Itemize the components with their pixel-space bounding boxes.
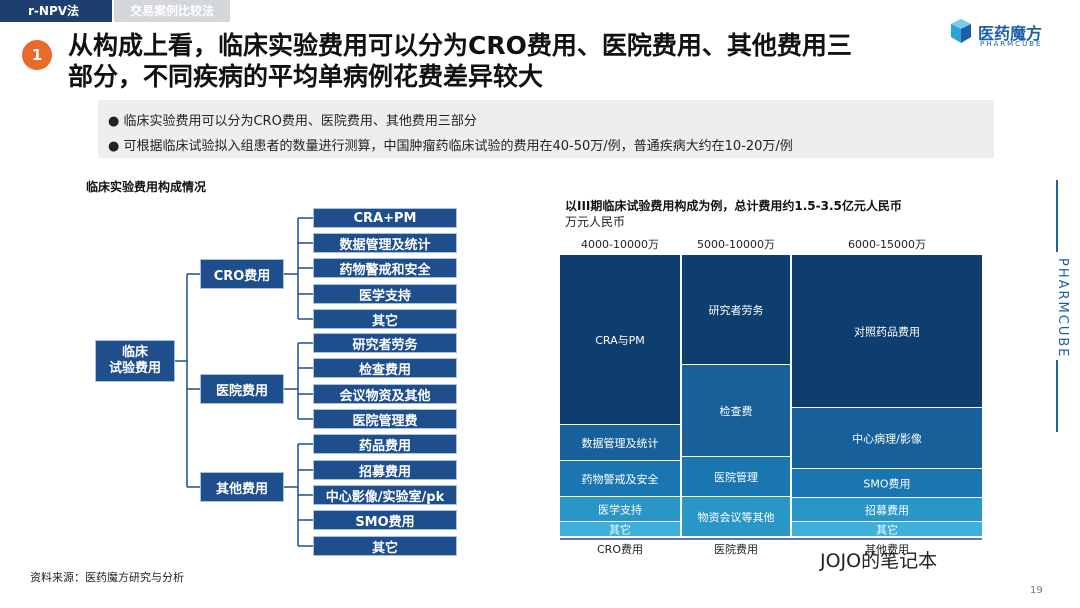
column-category-label: CRO费用	[597, 543, 643, 556]
tree-group-other: 其他费用	[200, 472, 284, 502]
page-title: 从构成上看，临床实验费用可以分为CRO费用、医院费用、其他费用三 部分，不同疾病…	[68, 31, 852, 91]
mosaic-segment	[682, 497, 790, 536]
segment-label: CRA与PM	[595, 334, 645, 347]
logo-subtext: PHARMCUBE	[980, 40, 1043, 48]
side-divider	[1056, 180, 1058, 252]
mosaic-segment	[560, 497, 680, 521]
segment-label: SMO费用	[863, 478, 910, 491]
segment-label: 药物警戒及安全	[582, 472, 659, 486]
tree-leaf: 其它	[313, 309, 457, 329]
segment-label: 医学支持	[598, 503, 642, 517]
chart-unit: 万元人民币	[565, 215, 626, 229]
mosaic-segment	[682, 365, 790, 456]
tree-leaf: 医院管理费	[313, 409, 457, 429]
tab-r-npv[interactable]: r-NPV法	[0, 0, 112, 22]
tree-leaf: 其它	[313, 536, 457, 556]
section-number-badge: 1	[22, 40, 52, 70]
mosaic-segment	[792, 498, 982, 521]
column-range-label: 4000-10000万	[581, 238, 659, 251]
segment-label: 招募费用	[865, 503, 909, 517]
segment-label: 检查费	[720, 404, 753, 418]
summary-panel: ● 临床实验费用可以分为CRO费用、医院费用、其他费用三部分 ● 可根据临床试验…	[98, 100, 994, 158]
segment-label: 其它	[609, 523, 631, 537]
tree-leaf: SMO费用	[313, 510, 457, 530]
tree-leaf: 药品费用	[313, 434, 457, 454]
mosaic-segment	[560, 425, 680, 460]
tree-leaf: 招募费用	[313, 460, 457, 480]
segment-label: 中心病理/影像	[852, 432, 922, 446]
segment-label: 数据管理及统计	[582, 436, 659, 450]
mosaic-segment	[560, 461, 680, 496]
tree-leaf: 检查费用	[313, 358, 457, 378]
side-brand: PHARMCUBE	[1055, 258, 1070, 359]
tree-leaf: 数据管理及统计	[313, 233, 457, 253]
mosaic-segment	[560, 522, 680, 536]
cube-icon	[951, 19, 971, 43]
tree-group-cro: CRO费用	[200, 259, 284, 289]
logo-text: 医药魔方	[978, 24, 1043, 43]
side-divider	[1056, 360, 1058, 432]
tree-root-node: 临床 试验费用	[95, 340, 175, 382]
tree-leaf: 药物警戒和安全	[313, 258, 457, 278]
segment-label: 其它	[876, 523, 898, 537]
bullet-item: ● 可根据临床试验拟入组患者的数量进行测算，中国肿瘤药临床试验的费用在40-50…	[108, 139, 793, 154]
source-note: 资料来源：医药魔方研究与分析	[30, 571, 184, 584]
mosaic-segment	[682, 255, 790, 364]
mosaic-segment	[792, 469, 982, 497]
tree-leaf: 中心影像/实验室/pk	[313, 485, 457, 505]
bullet-item: ● 临床实验费用可以分为CRO费用、医院费用、其他费用三部分	[108, 114, 477, 129]
tab-transaction-comparison[interactable]: 交易案例比较法	[114, 0, 230, 22]
tree-group-hospital: 医院费用	[200, 374, 284, 404]
mosaic-segment	[792, 255, 982, 407]
watermark: JOJO的笔记本	[820, 550, 938, 572]
page-number: 19	[1030, 585, 1043, 596]
segment-label: 研究者劳务	[709, 303, 764, 317]
tree-leaf: CRA+PM	[313, 208, 457, 228]
column-category-label: 其他费用	[865, 543, 909, 556]
tree-title: 临床实验费用构成情况	[86, 180, 207, 194]
column-range-label: 6000-15000万	[848, 238, 926, 251]
segment-label: 物资会议等其他	[698, 510, 775, 524]
tree-leaf: 医学支持	[313, 284, 457, 304]
column-category-label: 医院费用	[714, 542, 758, 556]
mosaic-segment	[792, 522, 982, 536]
mosaic-segment	[682, 457, 790, 496]
mosaic-segment	[560, 255, 680, 424]
column-range-label: 5000-10000万	[697, 238, 775, 251]
segment-label: 医院管理	[714, 470, 758, 484]
tree-leaf: 研究者劳务	[313, 333, 457, 353]
mosaic-segment	[792, 408, 982, 468]
tree-leaf: 会议物资及其他	[313, 384, 457, 404]
chart-title: 以III期临床试验费用构成为例，总计费用约1.5-3.5亿元人民币	[565, 199, 902, 213]
segment-label: 对照药品费用	[854, 325, 920, 339]
